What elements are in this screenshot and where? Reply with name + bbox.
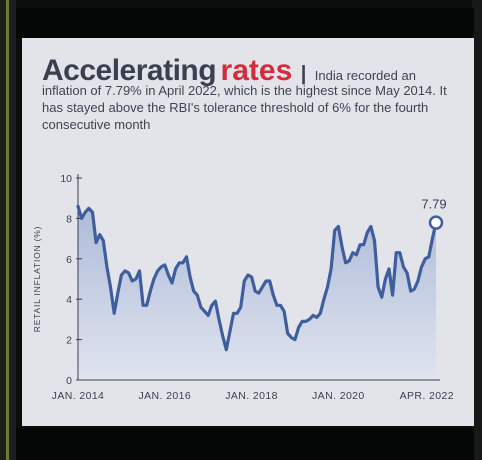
- top-dark-band: [16, 8, 474, 38]
- x-tick-label: JAN. 2018: [225, 390, 278, 402]
- chart-title-accent: rates: [220, 54, 293, 87]
- x-tick-label: JAN. 2020: [312, 390, 365, 402]
- y-axis-label: RETAIL INFLATION (%): [32, 226, 42, 333]
- y-tick-label: 0: [66, 375, 72, 387]
- x-tick-label: JAN. 2014: [52, 390, 105, 402]
- inflation-chart: 0 2 4 6 8 10 RETAIL INFLATION (%) JAN. 2014 JAN.…: [32, 173, 454, 402]
- left-frame-edge: [0, 0, 16, 460]
- bottom-dark-band: [16, 428, 474, 460]
- latest-value-marker: [428, 215, 444, 230]
- y-tick-label: 2: [66, 335, 72, 347]
- chart-title-main: Accelerating: [42, 54, 217, 87]
- right-frame-edge: [472, 0, 482, 460]
- inflation-series-line: [76, 204, 438, 352]
- y-tick-label: 4: [66, 294, 72, 306]
- y-tick-label: 6: [66, 254, 72, 266]
- chart-subtitle-body: inflation of 7.79% in April 2022, which …: [42, 83, 447, 132]
- left-frame-stripe: [6, 0, 9, 460]
- chart-card: Accelerating rates | India recorded an i…: [22, 38, 474, 426]
- y-tick-label: 10: [60, 173, 72, 185]
- x-tick-label: JAN. 2016: [138, 390, 191, 402]
- headline-first-line: Accelerating rates | India recorded an: [42, 56, 462, 86]
- chart-subtitle-start: India recorded an: [314, 68, 416, 83]
- chart-headline: Accelerating rates | India recorded an i…: [42, 56, 462, 133]
- y-tick-label: 8: [66, 213, 72, 225]
- x-tick-label: APR. 2022: [400, 390, 454, 402]
- title-separator: |: [300, 63, 307, 85]
- latest-value-label: 7.79: [421, 197, 446, 212]
